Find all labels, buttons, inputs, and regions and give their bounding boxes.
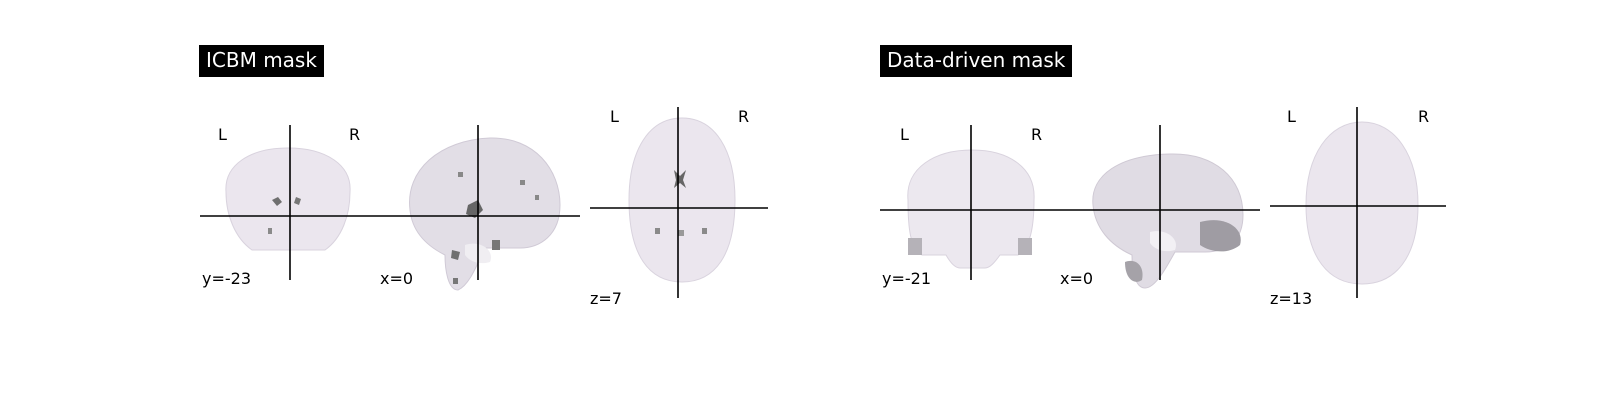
- axial-slice-panel2: [1305, 121, 1419, 285]
- axial-left-label: L: [610, 107, 619, 126]
- coronal-brain-shape: [225, 147, 351, 251]
- sagittal-brain-shape: [409, 137, 561, 291]
- right-hemisphere-label: R: [1031, 125, 1043, 144]
- mask-blob: [1018, 238, 1032, 255]
- sagittal-slice-panel2: [1092, 153, 1244, 289]
- left-hemisphere-label: L: [218, 125, 227, 144]
- mask-blob: [674, 170, 686, 188]
- axial-brain-shape: [628, 117, 736, 283]
- coronal-slice-panel1: [225, 147, 351, 251]
- axial-right-label: R: [1418, 107, 1430, 126]
- left-hemisphere-label: L: [900, 125, 909, 144]
- axial-coordinate-label: z=13: [1270, 289, 1313, 308]
- mask-blob: [678, 230, 684, 236]
- sagittal-coordinate-label: x=0: [380, 269, 414, 288]
- axial-left-label: L: [1287, 107, 1296, 126]
- cerebellum-mask: [1200, 220, 1241, 252]
- panel-title: Data-driven mask: [880, 45, 1073, 77]
- crosshairs-panel2: [880, 107, 1446, 298]
- mask-blob: [655, 228, 660, 234]
- mask-blob: [908, 238, 922, 255]
- mask-blob: [1125, 260, 1143, 282]
- sagittal-coordinate-label: x=0: [1060, 269, 1094, 288]
- mask-blob: [702, 228, 707, 234]
- axial-right-label: R: [738, 107, 750, 126]
- crosshairs-panel1: [200, 107, 768, 298]
- right-hemisphere-label: R: [349, 125, 361, 144]
- mask-blob: [453, 278, 458, 284]
- axial-brain-shape: [1305, 121, 1419, 285]
- panel-title: ICBM mask: [199, 45, 324, 77]
- coronal-coordinate-label: y=-23: [202, 269, 252, 288]
- mask-blob: [520, 180, 525, 185]
- brainstem-shape: [1150, 231, 1176, 252]
- mask-blob: [458, 172, 463, 177]
- mask-blob: [535, 195, 539, 200]
- mask-blob: [451, 250, 460, 260]
- mask-blob: [272, 197, 282, 206]
- mask-blob: [492, 240, 500, 250]
- axial-slice-panel1: [628, 117, 736, 283]
- mask-blob: [268, 228, 272, 234]
- coronal-coordinate-label: y=-21: [882, 269, 932, 288]
- mask-blob: [294, 197, 301, 205]
- axial-coordinate-label: z=7: [590, 289, 622, 308]
- sagittal-slice-panel1: [409, 137, 561, 291]
